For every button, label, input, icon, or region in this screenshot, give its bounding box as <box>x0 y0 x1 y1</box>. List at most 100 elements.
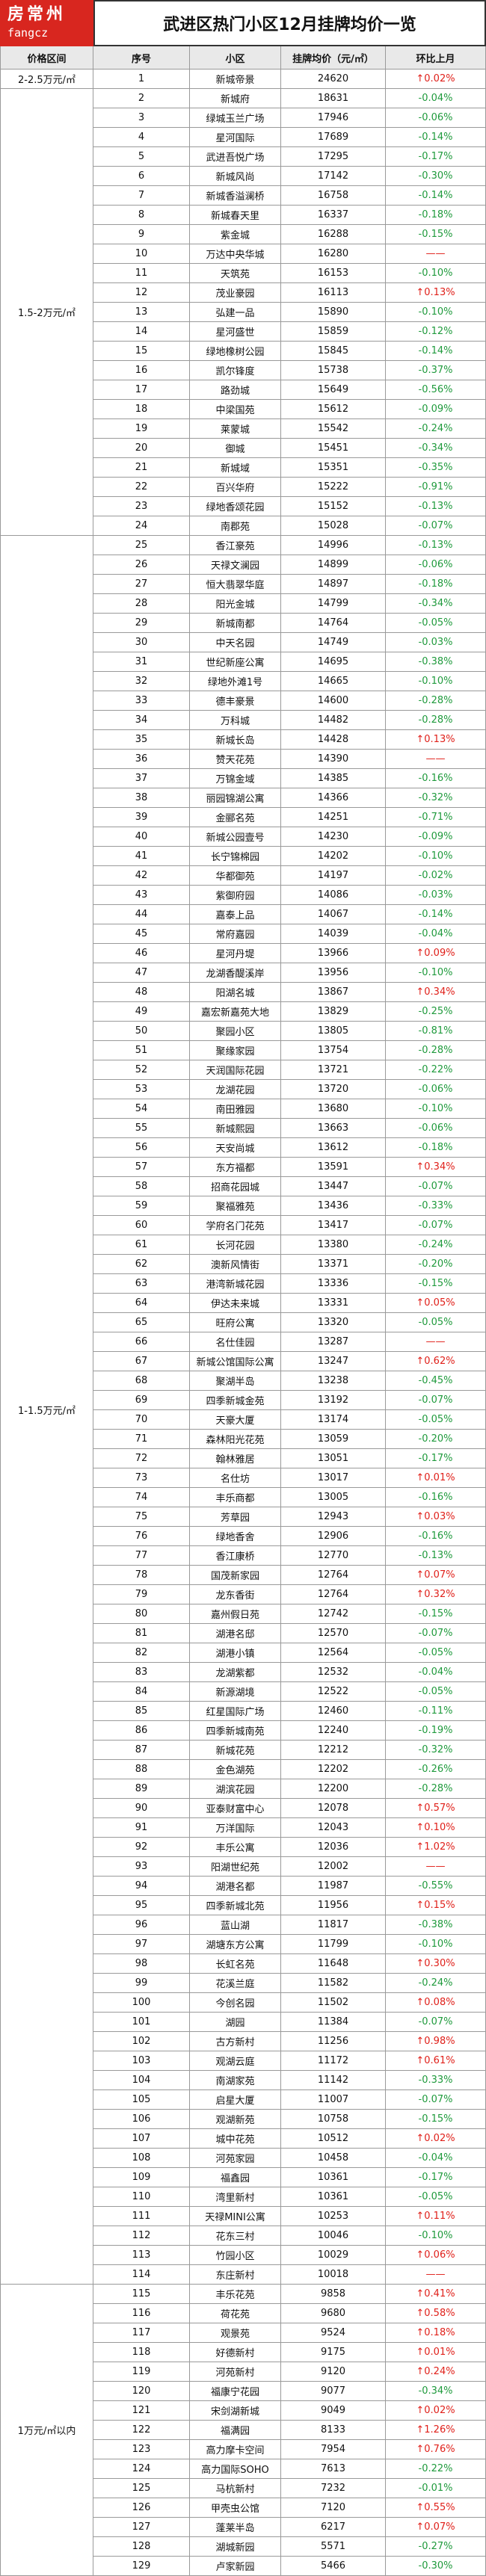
row-number: 123 <box>93 2440 190 2459</box>
month-change: -0.09% <box>386 400 486 419</box>
row-number: 72 <box>93 1449 190 1468</box>
price-header: 挂牌均价（元/㎡） <box>281 46 386 70</box>
community-name: 新城花苑 <box>190 1741 281 1760</box>
listing-price: 13017 <box>281 1468 386 1488</box>
month-change: -0.56% <box>386 380 486 400</box>
community-name: 启星大厦 <box>190 2090 281 2110</box>
month-change: -0.01% <box>386 2479 486 2498</box>
listing-price: 16337 <box>281 206 386 225</box>
community-name: 森林阳光花苑 <box>190 1430 281 1449</box>
row-number: 66 <box>93 1332 190 1352</box>
month-change: ↑0.34% <box>386 983 486 1002</box>
listing-price: 9077 <box>281 2382 386 2401</box>
month-change: -0.32% <box>386 1741 486 1760</box>
community-name: 湖园 <box>190 2013 281 2032</box>
listing-price: 17142 <box>281 167 386 186</box>
month-change: -0.32% <box>386 788 486 808</box>
listing-price: 11172 <box>281 2051 386 2071</box>
month-change: -0.16% <box>386 769 486 788</box>
month-change: -0.15% <box>386 1604 486 1624</box>
community-name: 湖城新园 <box>190 2537 281 2557</box>
community-name: 万科城 <box>190 711 281 730</box>
month-change: ↑0.41% <box>386 2285 486 2304</box>
community-name: 荷花苑 <box>190 2304 281 2323</box>
row-number: 62 <box>93 1255 190 1274</box>
community-name: 路劲城 <box>190 380 281 400</box>
listing-price: 16280 <box>281 244 386 264</box>
community-name: 星河国际 <box>190 128 281 147</box>
row-number: 5 <box>93 147 190 167</box>
community-name: 国茂新家园 <box>190 1566 281 1585</box>
month-change: -0.10% <box>386 672 486 691</box>
row-number: 86 <box>93 1721 190 1741</box>
row-number: 22 <box>93 478 190 497</box>
listing-price: 11817 <box>281 1915 386 1935</box>
month-change: -0.07% <box>386 1624 486 1643</box>
month-change: -0.45% <box>386 1371 486 1391</box>
listing-price: 13417 <box>281 1216 386 1235</box>
community-name: 港湾新城花园 <box>190 1274 281 1294</box>
month-change: -0.28% <box>386 1779 486 1799</box>
listing-price: 13720 <box>281 1080 386 1099</box>
community-name: 恒大翡翠华庭 <box>190 575 281 594</box>
community-name: 新城风尚 <box>190 167 281 186</box>
listing-price: 14899 <box>281 555 386 575</box>
month-change: -0.33% <box>386 2071 486 2090</box>
community-name: 湖港小镇 <box>190 1643 281 1663</box>
month-change: -0.19% <box>386 1721 486 1741</box>
listing-price: 15738 <box>281 361 386 380</box>
month-change: -0.17% <box>386 147 486 167</box>
listing-price: 14197 <box>281 866 386 886</box>
row-number: 68 <box>93 1371 190 1391</box>
listing-price: 15890 <box>281 303 386 322</box>
row-number: 45 <box>93 924 190 944</box>
community-name: 金色湖苑 <box>190 1760 281 1779</box>
community-name: 芳草园 <box>190 1507 281 1527</box>
row-number: 51 <box>93 1041 190 1060</box>
row-number: 59 <box>93 1196 190 1216</box>
row-number: 52 <box>93 1060 190 1080</box>
month-change: -0.03% <box>386 886 486 905</box>
community-name: 聚园小区 <box>190 1022 281 1041</box>
community-name: 招商花园城 <box>190 1177 281 1196</box>
community-name: 伊达未来城 <box>190 1294 281 1313</box>
row-number: 10 <box>93 244 190 264</box>
month-change: -0.30% <box>386 167 486 186</box>
row-number: 67 <box>93 1352 190 1371</box>
listing-price: 10029 <box>281 2246 386 2265</box>
listing-price: 13805 <box>281 1022 386 1041</box>
month-change: -0.09% <box>386 827 486 847</box>
listing-price: 13380 <box>281 1235 386 1255</box>
row-number: 81 <box>93 1624 190 1643</box>
listing-price: 14665 <box>281 672 386 691</box>
listing-price: 11799 <box>281 1935 386 1954</box>
row-number: 36 <box>93 750 190 769</box>
month-change: -0.81% <box>386 1022 486 1041</box>
community-name: 河苑新村 <box>190 2362 281 2382</box>
community-name: 天豪大厦 <box>190 1410 281 1430</box>
community-name: 花溪兰庭 <box>190 1974 281 1993</box>
community-name: 名仕坊 <box>190 1468 281 1488</box>
month-change: -0.05% <box>386 1313 486 1332</box>
listing-price: 14764 <box>281 614 386 633</box>
community-name: 甲壳虫公馆 <box>190 2498 281 2518</box>
listing-price: 17689 <box>281 128 386 147</box>
row-number: 18 <box>93 400 190 419</box>
community-name: 新城香溢澜桥 <box>190 186 281 206</box>
row-number: 128 <box>93 2537 190 2557</box>
month-change: -0.05% <box>386 614 486 633</box>
community-name: 湖塘东方公寓 <box>190 1935 281 1954</box>
community-name: 花东三村 <box>190 2226 281 2246</box>
month-change: -0.22% <box>386 1060 486 1080</box>
community-name: 聚湖半岛 <box>190 1371 281 1391</box>
month-change: -0.13% <box>386 497 486 516</box>
community-name: 绿地外滩1号 <box>190 672 281 691</box>
row-number: 73 <box>93 1468 190 1488</box>
month-change: -0.14% <box>386 342 486 361</box>
listing-price: 12460 <box>281 1702 386 1721</box>
community-name: 武进吾悦广场 <box>190 147 281 167</box>
listing-price: 14385 <box>281 769 386 788</box>
row-number: 55 <box>93 1119 190 1138</box>
month-change: -0.04% <box>386 924 486 944</box>
row-number: 96 <box>93 1915 190 1935</box>
